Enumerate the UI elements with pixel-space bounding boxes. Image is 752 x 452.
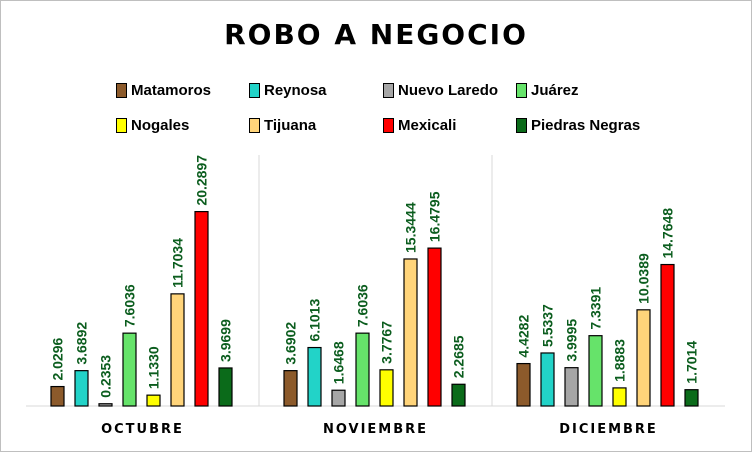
data-label: 20.2897 [194, 155, 210, 206]
bar [564, 367, 579, 407]
bar [146, 394, 161, 407]
data-label: 3.6902 [283, 322, 299, 365]
legend-item: Reynosa [249, 82, 327, 99]
legend-item: Piedras Negras [516, 117, 640, 134]
category-label: DICIEMBRE [559, 422, 658, 437]
legend-swatch [516, 83, 527, 98]
legend-label: Matamoros [131, 82, 212, 99]
data-label: 4.4282 [516, 315, 532, 358]
data-label: 1.1330 [146, 346, 162, 389]
bar [74, 370, 89, 407]
bar [98, 403, 113, 407]
data-label: 7.6036 [355, 284, 371, 327]
legend-label: Tijuana [264, 117, 317, 134]
bar [516, 362, 531, 407]
data-label: 3.9699 [218, 319, 234, 362]
legend-item: Tijuana [249, 117, 316, 134]
legend-swatch [116, 83, 127, 98]
data-label: 14.7648 [660, 208, 676, 259]
bar [427, 247, 442, 407]
category-label: NOVIEMBRE [323, 422, 428, 437]
bar [307, 346, 322, 407]
bar [50, 385, 65, 407]
data-label: 1.7014 [684, 341, 700, 384]
bar [684, 389, 699, 407]
data-label: 11.7034 [170, 238, 186, 288]
data-label: 1.6468 [331, 341, 347, 384]
data-label: 7.6036 [122, 284, 138, 327]
data-label: 3.9995 [564, 319, 580, 362]
bar [660, 263, 675, 407]
data-label: 3.6892 [74, 322, 90, 365]
legend-label: Nuevo Laredo [398, 82, 499, 99]
legend-item: Mexicali [383, 117, 456, 134]
data-label: 7.3391 [588, 287, 604, 330]
legend-label: Nogales [131, 117, 190, 134]
legend-label: Mexicali [398, 117, 457, 134]
legend-swatch [249, 118, 260, 133]
data-label: 15.3444 [403, 202, 419, 253]
bar [636, 309, 651, 407]
bar [403, 258, 418, 407]
bar [331, 389, 346, 407]
legend-label: Juárez [531, 82, 579, 99]
bar [170, 293, 185, 407]
data-label: 0.2353 [98, 355, 114, 398]
bar [588, 335, 603, 407]
legend-item: Nogales [116, 117, 189, 134]
data-label: 16.4795 [427, 191, 443, 242]
category-label: OCTUBRE [101, 422, 184, 437]
bar [451, 383, 466, 407]
legend-item: Matamoros [116, 82, 211, 99]
legend-item: Juárez [516, 82, 579, 99]
data-label: 3.7767 [379, 321, 395, 364]
chart-title: ROBO A NEGOCIO [224, 18, 528, 51]
bar [194, 210, 209, 407]
data-label: 10.0389 [636, 253, 652, 304]
legend-swatch [383, 83, 394, 98]
legend-label: Piedras Negras [531, 117, 641, 134]
legend-swatch [116, 118, 127, 133]
data-label: 6.1013 [307, 299, 323, 342]
bar [612, 387, 627, 407]
legend-swatch [383, 118, 394, 133]
bar [379, 369, 394, 407]
legend-swatch [516, 118, 527, 133]
legend-label: Reynosa [264, 82, 327, 99]
data-label: 1.8883 [612, 339, 628, 382]
data-label: 2.0296 [50, 338, 66, 381]
bar [283, 370, 298, 407]
legend-swatch [249, 83, 260, 98]
bar [355, 332, 370, 407]
bar [218, 367, 233, 407]
bar [122, 332, 137, 407]
legend-item: Nuevo Laredo [383, 82, 498, 99]
data-label: 2.2685 [451, 335, 467, 378]
bar [540, 352, 555, 407]
data-label: 5.5337 [540, 304, 556, 347]
